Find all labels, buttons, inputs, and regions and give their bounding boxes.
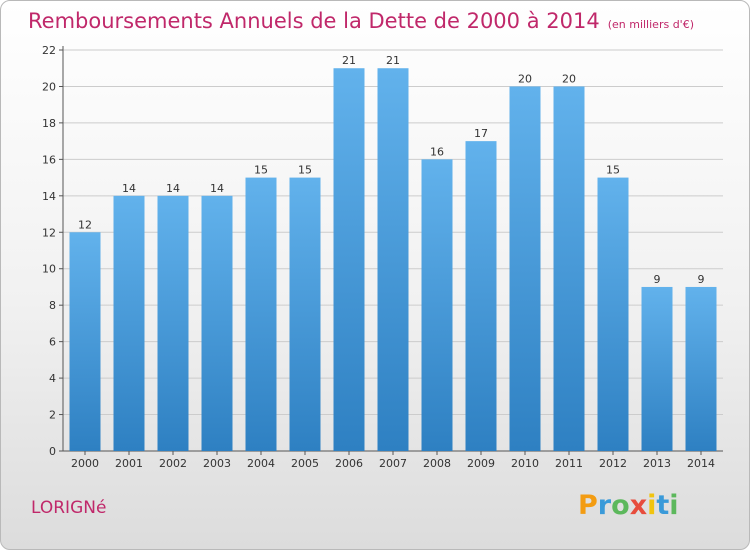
bar: [465, 141, 497, 452]
y-tick-label: 10: [42, 263, 56, 276]
data-labels: 12 14 14 14 15 15 21 21 16 17 20 20 15 9 9: [78, 54, 705, 286]
y-tick-label: 18: [42, 117, 56, 130]
title-text: Remboursements Annuels de la Dette de 20…: [28, 9, 600, 33]
bar: [69, 232, 101, 451]
bar: [421, 159, 453, 451]
bar: [201, 195, 233, 451]
proxiti-logo[interactable]: Proxiti: [578, 490, 679, 521]
logo-letter: t: [656, 490, 670, 521]
chart-title: Remboursements Annuels de la Dette de 20…: [28, 9, 694, 33]
bar-value-label: 20: [562, 72, 576, 85]
y-tick-label: 8: [49, 299, 56, 312]
x-tick-label: 2002: [159, 457, 187, 470]
x-tick-label: 2008: [423, 457, 451, 470]
bar: [553, 86, 585, 452]
bar-value-label: 9: [698, 273, 705, 286]
bar: [509, 86, 541, 452]
bar-value-label: 16: [430, 145, 444, 158]
y-tick-label: 16: [42, 153, 56, 166]
bar-value-label: 14: [210, 182, 224, 195]
x-tick-label: 2010: [511, 457, 539, 470]
logo-letter: i: [647, 490, 657, 521]
logo-letter: r: [597, 490, 612, 521]
x-tick-label: 2013: [643, 457, 671, 470]
bar: [641, 286, 673, 451]
bar-value-label: 21: [386, 54, 400, 67]
city-name: LORIGNé: [31, 498, 107, 518]
x-tick-label: 2009: [467, 457, 495, 470]
bar: [157, 195, 189, 451]
x-tick-label: 2006: [335, 457, 363, 470]
x-tick-label: 2003: [203, 457, 231, 470]
logo-letter: o: [611, 490, 630, 521]
y-tick-label: 20: [42, 80, 56, 93]
y-tick-label: 12: [42, 226, 56, 239]
bar: [597, 177, 629, 451]
y-tick-label: 4: [49, 372, 56, 385]
x-tick-label: 2011: [555, 457, 583, 470]
y-tick-label: 14: [42, 190, 56, 203]
bar-value-label: 14: [122, 182, 136, 195]
logo-letter: x: [629, 490, 648, 521]
bar-value-label: 15: [254, 164, 268, 177]
logo-letter: i: [669, 490, 679, 521]
bar-value-label: 20: [518, 72, 532, 85]
x-tick-label: 2014: [687, 457, 715, 470]
bar-value-label: 14: [166, 182, 180, 195]
x-tick-label: 2012: [599, 457, 627, 470]
bar: [113, 195, 145, 451]
y-tick-label: 2: [49, 409, 56, 422]
bar-value-label: 21: [342, 54, 356, 67]
title-unit: (en milliers d'€): [607, 18, 694, 31]
bars: [69, 68, 717, 452]
bar: [333, 68, 365, 452]
x-tick-label: 2000: [71, 457, 99, 470]
bar: [685, 286, 717, 451]
logo-letter: P: [578, 490, 598, 521]
x-tick-label: 2007: [379, 457, 407, 470]
bar: [245, 177, 277, 451]
bar: [289, 177, 321, 451]
bar-value-label: 9: [654, 273, 661, 286]
x-tick-label: 2001: [115, 457, 143, 470]
x-tick-label: 2004: [247, 457, 275, 470]
y-tick-label: 22: [42, 44, 56, 57]
x-tick-label: 2005: [291, 457, 319, 470]
axes: 0 2 4 6 8 10 12 14 16 18 20 22 2000 2001 2002 2003 2004 2…: [42, 44, 723, 470]
bar-value-label: 17: [474, 127, 488, 140]
bar-value-label: 15: [298, 164, 312, 177]
y-tick-label: 6: [49, 336, 56, 349]
bar-value-label: 12: [78, 218, 92, 231]
bar: [377, 68, 409, 452]
y-tick-label: 0: [49, 445, 56, 458]
bar-value-label: 15: [606, 164, 620, 177]
